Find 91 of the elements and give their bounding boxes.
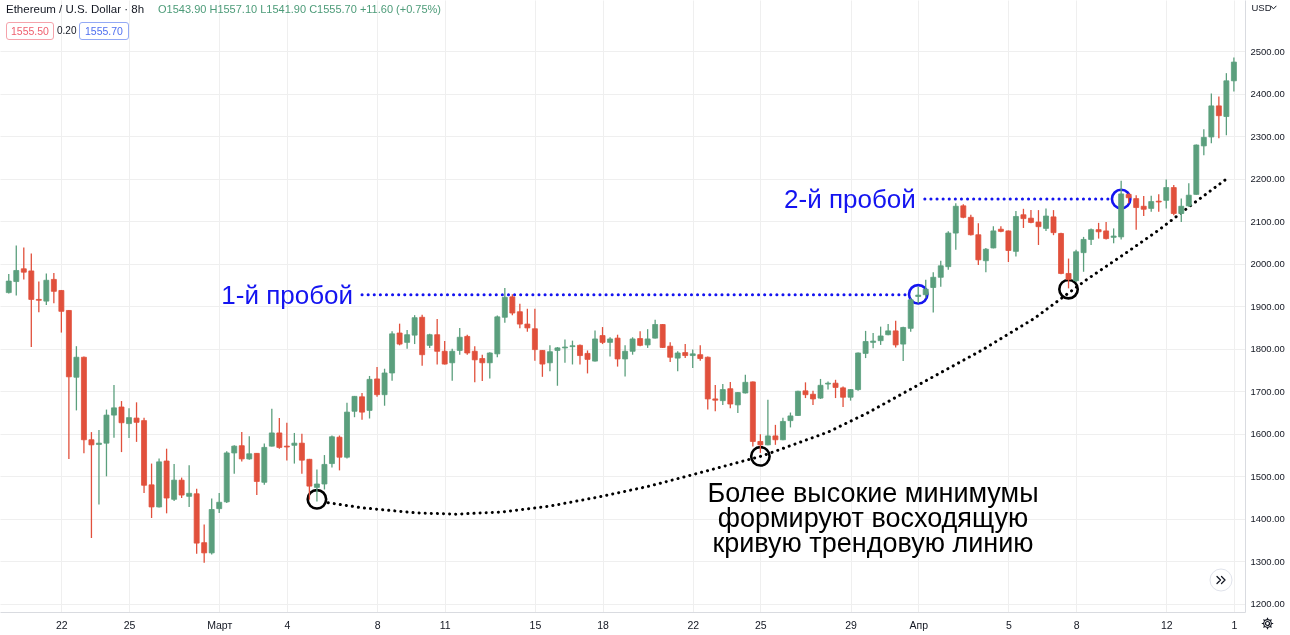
candlestick: [126, 407, 132, 439]
candlestick: [1215, 95, 1222, 139]
candlestick: [1185, 182, 1192, 208]
candlestick: [817, 378, 824, 400]
x-tick-label: 18: [597, 618, 610, 631]
candlestick: [592, 329, 598, 363]
candlestick: [674, 350, 681, 372]
y-tick-label: 2400.00: [1250, 88, 1285, 100]
y-tick-label: 1300.00: [1250, 555, 1285, 567]
candlestick: [982, 247, 989, 273]
x-tick-label: 12: [1160, 618, 1173, 631]
y-tick-label: 2500.00: [1250, 45, 1285, 57]
candlestick: [456, 327, 463, 356]
x-tick-label: 1: [1231, 618, 1238, 631]
x-tick-label: 22: [687, 618, 700, 631]
x-tick-label: Апр: [909, 618, 929, 631]
chart-subtitle: O1543.90 H1557.10 L1541.90 C1555.70 +11.60 (+0.75%): [158, 3, 442, 15]
annotation: 0.20: [57, 24, 77, 37]
x-tick-label: 5: [1005, 618, 1012, 631]
candlestick: [1178, 197, 1185, 223]
candlestick: [1140, 195, 1147, 217]
candlestick: [1133, 194, 1140, 231]
candlestick: [1043, 207, 1049, 232]
candlestick: [73, 345, 80, 412]
candlestick: [336, 434, 343, 472]
candlestick: [268, 408, 275, 448]
x-tick-label: Март: [207, 618, 233, 631]
y-tick-label: 1600.00: [1250, 428, 1285, 440]
x-tick-label: 15: [529, 618, 542, 631]
candlestick: [825, 380, 831, 391]
candlestick: [990, 225, 997, 250]
candlestick: [171, 463, 178, 502]
candlestick: [441, 340, 448, 366]
chart-title: Ethereum / U.S. Dollar · 8h: [6, 3, 145, 15]
candlestick: [178, 476, 185, 499]
y-tick-label: 2100.00: [1250, 215, 1285, 227]
y-tick-label: 1200.00: [1250, 598, 1285, 610]
annotation: 1555.70: [79, 22, 129, 40]
candlestick: [922, 279, 929, 299]
annotation: 1-й пробой: [221, 279, 354, 310]
y-tick-label: 1900.00: [1250, 300, 1285, 312]
y-tick-label: 1500.00: [1250, 470, 1285, 482]
candlestick: [276, 417, 283, 450]
annotation: 2-й пробой: [784, 184, 916, 215]
candlestick: [727, 381, 734, 409]
candlestick: [246, 435, 253, 461]
y-tick-label: 2300.00: [1250, 130, 1285, 142]
x-tick-label: 8: [1073, 618, 1080, 631]
y-tick-label: 2200.00: [1250, 173, 1285, 185]
candlestick: [238, 431, 245, 463]
x-tick-label: 25: [123, 618, 136, 631]
candlestick: [118, 400, 125, 453]
candlestick: [1050, 209, 1057, 236]
y-axis-title: USD: [1251, 1, 1272, 13]
x-tick-label: 25: [755, 618, 767, 631]
candlestick: [764, 399, 771, 446]
candlestick: [359, 392, 365, 421]
candlestick: [464, 334, 471, 356]
candlestick: [509, 293, 516, 316]
x-tick-label: 22: [56, 618, 68, 631]
candlestick: [539, 349, 546, 378]
y-tick-label: 2000.00: [1250, 258, 1285, 270]
candlestick: [607, 336, 613, 358]
candlestick: [291, 432, 298, 465]
candlestick: [719, 383, 726, 406]
y-tick-label: 1700.00: [1250, 385, 1285, 397]
candlestick: [930, 271, 937, 314]
candlestick: [216, 492, 223, 514]
annotation: 1555.50: [6, 22, 54, 40]
candlestick: [772, 424, 779, 446]
candlestick: [689, 348, 696, 369]
candlestick: [35, 280, 42, 313]
candlestick: [547, 344, 553, 372]
candlestick: [1163, 178, 1170, 210]
candlestick: [374, 366, 380, 398]
candlestick: [449, 348, 456, 382]
x-tick-label: 4: [284, 618, 291, 631]
y-tick-label: 1800.00: [1250, 343, 1285, 355]
x-tick-label: 11: [439, 618, 451, 631]
candlestick: [186, 464, 193, 508]
x-tick-label: 8: [374, 618, 381, 631]
y-tick-label: 1400.00: [1250, 513, 1285, 525]
candlestick: [43, 272, 50, 306]
candlestick: [892, 320, 899, 349]
candlestick: [614, 334, 621, 368]
candlestick: [283, 422, 290, 462]
candlestick: [501, 287, 508, 324]
candlestick: [434, 318, 441, 366]
annotation: Более высокие минимумы формируют восходящую кривую трендовую линию: [707, 478, 1039, 558]
candlestick: [900, 325, 907, 362]
x-tick-label: 29: [845, 618, 858, 631]
